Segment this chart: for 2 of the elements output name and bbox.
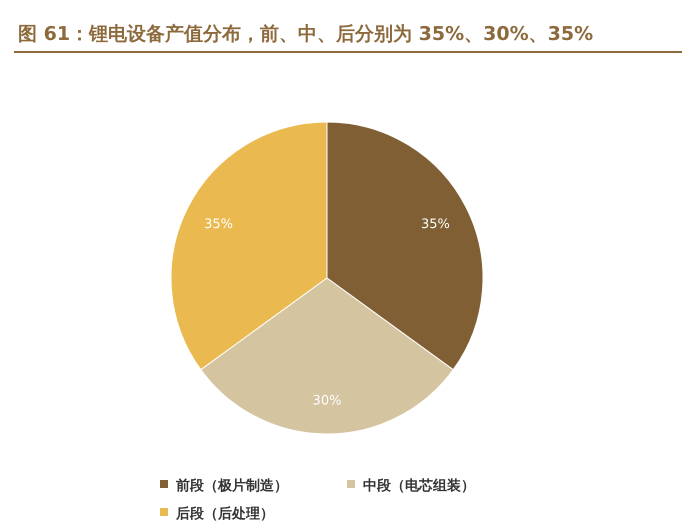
title: 图 61：锂电设备产值分布，前、中、后分别为 35%、30%、35% <box>18 23 594 45</box>
legend-label: 后段（后处理） <box>175 505 274 521</box>
